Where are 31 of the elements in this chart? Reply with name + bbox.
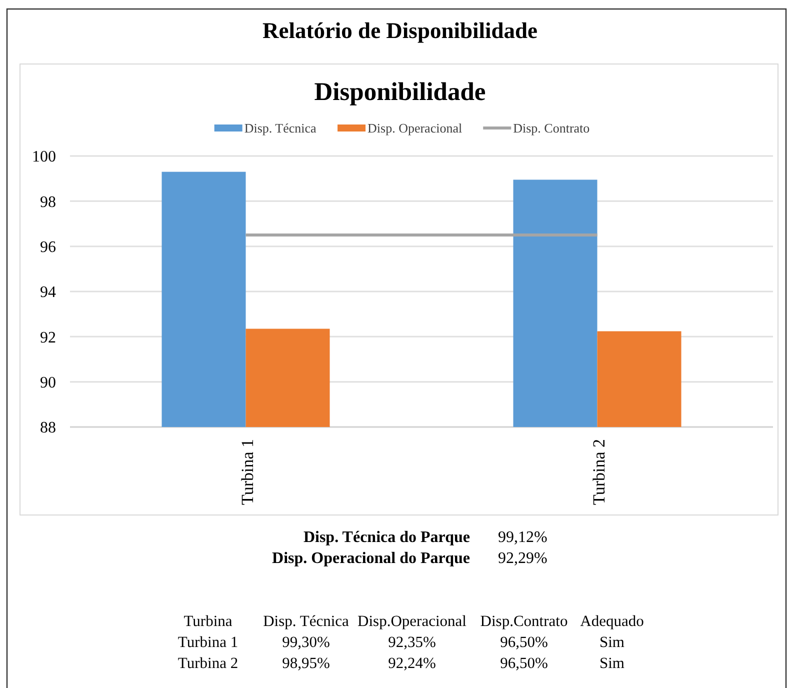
text: 96,50% [500,655,548,672]
y-tick-label: 98 [40,194,56,211]
text: 92,35% [388,634,436,651]
text: Adequado [580,613,644,630]
text: Disp. Técnica [263,613,350,630]
legend-label: Disp. Técnica [244,120,317,136]
text: 92,29% [498,550,548,567]
text: Disp.Operacional [358,613,466,630]
text: Turbina 2 [178,655,238,672]
y-tick-label: 100 [32,148,56,166]
text: 98,95% [282,655,330,672]
y-tick-label: 94 [40,284,56,302]
text: Sim [600,634,624,651]
text: Sim [600,655,624,672]
text: Disp. Técnica do Parque [303,529,470,546]
text: Turbina [184,613,232,630]
text: Turbina 1 [178,634,238,651]
text: Disp. Operacional do Parque [272,550,470,567]
text: Disp.Contrato [480,613,568,630]
text: 99,30% [282,634,330,651]
text: 99,12% [498,529,548,546]
y-tick-label: 96 [40,238,56,256]
chart-subtitle: Disponibilidade [314,77,486,106]
y-tick-label: 90 [40,374,56,392]
chart-title: Relatório de Disponibilidade [262,18,538,43]
text: 96,50% [500,634,548,651]
legend-label: Disp. Contrato [513,120,590,136]
legend-label: Disp. Operacional [368,120,462,136]
text: 92,24% [388,655,436,672]
y-tick-label: 92 [40,329,56,346]
y-tick-label: 88 [40,420,56,437]
